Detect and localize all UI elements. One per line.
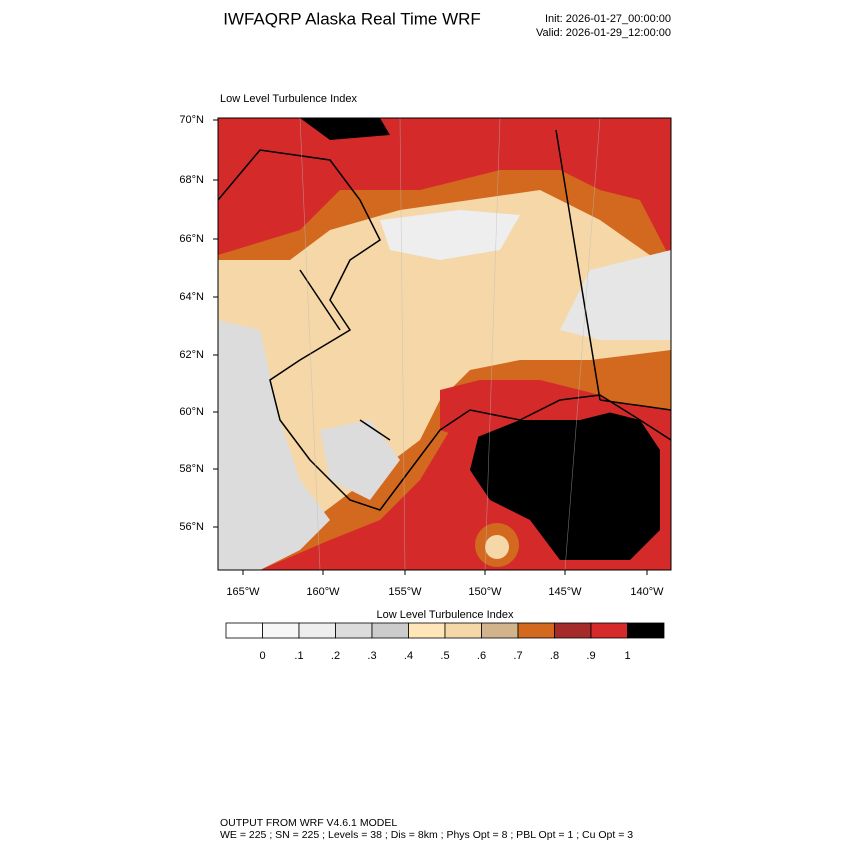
colorbar: 0 .1 .2 .3 .4 .5 .6 .7 .8 .9 1 xyxy=(225,622,665,662)
colorbar-label: 1 xyxy=(624,650,630,662)
field-region xyxy=(560,250,671,340)
colorbar-label: .9 xyxy=(586,650,595,662)
colorbar-box xyxy=(590,622,628,639)
colorbar-box xyxy=(262,622,300,639)
title: IWFAQRP Alaska Real Time WRF xyxy=(223,9,481,28)
colorbar-box xyxy=(225,622,263,639)
lat-axis: 70°N 68°N 66°N 64°N 62°N 60°N 58°N 56°N xyxy=(179,114,218,533)
colorbar-label: 0 xyxy=(259,650,265,662)
field-region xyxy=(320,420,400,500)
lon-label: 145°W xyxy=(548,586,582,598)
lon-label: 150°W xyxy=(468,586,502,598)
valid-time: Valid: 2026-01-29_12:00:00 xyxy=(536,27,671,39)
colorbar-label: .8 xyxy=(550,650,559,662)
lat-label: 64°N xyxy=(179,291,204,303)
map-field xyxy=(218,118,671,570)
lat-label: 70°N xyxy=(179,114,204,126)
map-frame xyxy=(217,117,672,571)
colorbar-box xyxy=(298,622,336,639)
colorbar-label: .5 xyxy=(440,650,449,662)
lon-label: 160°W xyxy=(306,586,340,598)
lat-label: 62°N xyxy=(179,349,204,361)
lat-label: 60°N xyxy=(179,406,204,418)
colorbar-label: .1 xyxy=(294,650,303,662)
colorbar-label: .7 xyxy=(513,650,522,662)
colorbar-label: .6 xyxy=(477,650,486,662)
colorbar-label: .2 xyxy=(331,650,340,662)
lat-label: 58°N xyxy=(179,463,204,475)
lon-axis: 165°W 160°W 155°W 150°W 145°W 140°W xyxy=(226,570,664,598)
lat-label: 66°N xyxy=(179,233,204,245)
colorbar-box xyxy=(335,622,373,639)
colorbar-title: Low Level Turbulence Index xyxy=(377,609,514,621)
field-region xyxy=(485,535,509,559)
map-title: Low Level Turbulence Index xyxy=(220,93,357,105)
footer-line: WE = 225 ; SN = 225 ; Levels = 38 ; Dis … xyxy=(220,829,633,841)
graticule xyxy=(299,118,601,570)
footer-line: OUTPUT FROM WRF V4.6.1 MODEL xyxy=(220,817,397,829)
colorbar-box xyxy=(517,622,555,639)
lat-label: 68°N xyxy=(179,174,204,186)
field-region xyxy=(440,380,620,440)
lon-label: 155°W xyxy=(388,586,422,598)
colorbar-box xyxy=(554,622,592,639)
border xyxy=(555,129,671,411)
colorbar-label: .4 xyxy=(404,650,413,662)
field-region xyxy=(380,210,520,260)
colorbar-box xyxy=(481,622,519,639)
colorbar-box xyxy=(444,622,482,639)
colorbar-box xyxy=(408,622,446,639)
init-time: Init: 2026-01-27_00:00:00 xyxy=(545,13,671,25)
lon-label: 165°W xyxy=(226,586,260,598)
field-region xyxy=(300,118,390,140)
colorbar-label: .3 xyxy=(367,650,376,662)
coastline xyxy=(218,149,671,511)
field-region xyxy=(218,320,330,570)
lat-label: 56°N xyxy=(179,521,204,533)
lon-label: 140°W xyxy=(630,586,664,598)
colorbar-box xyxy=(627,622,665,639)
field-region xyxy=(470,410,660,560)
colorbar-box xyxy=(371,622,409,639)
